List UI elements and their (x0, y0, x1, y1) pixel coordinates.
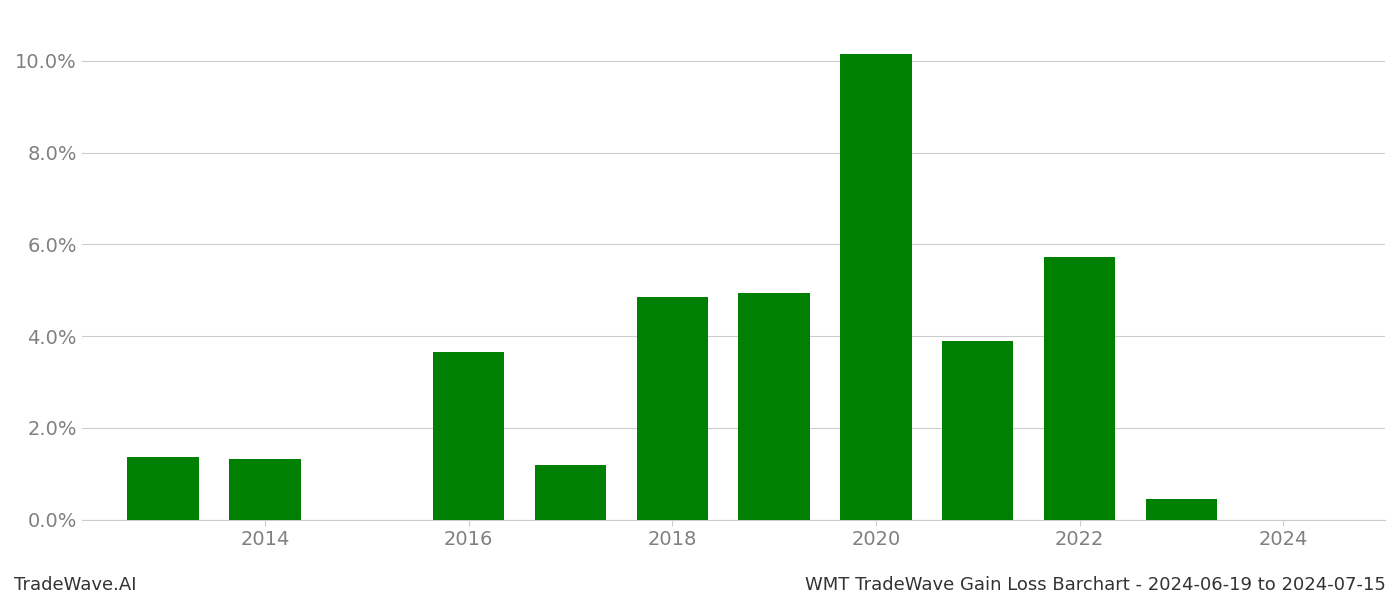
Bar (535, 464, 606, 520)
Bar (1145, 499, 1217, 520)
Bar (738, 293, 809, 520)
Bar (127, 457, 199, 520)
Bar (942, 341, 1014, 520)
Text: TradeWave.AI: TradeWave.AI (14, 576, 137, 594)
Bar (1044, 257, 1116, 520)
Bar (840, 54, 911, 520)
Text: WMT TradeWave Gain Loss Barchart - 2024-06-19 to 2024-07-15: WMT TradeWave Gain Loss Barchart - 2024-… (805, 576, 1386, 594)
Bar (230, 458, 301, 520)
Bar (433, 352, 504, 520)
Bar (637, 297, 708, 520)
